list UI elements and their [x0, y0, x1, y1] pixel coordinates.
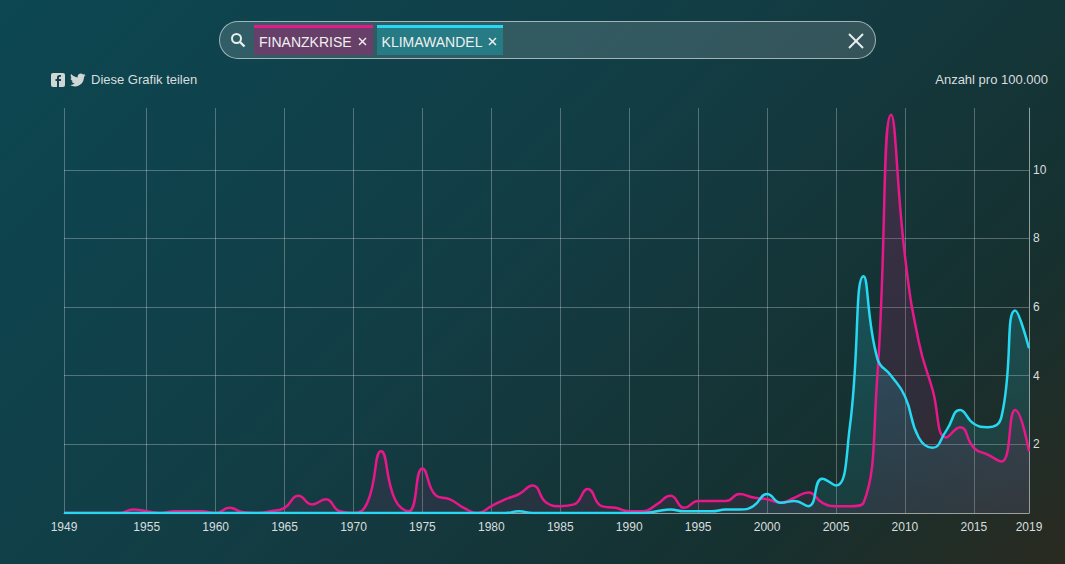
svg-text:10: 10 — [1033, 163, 1047, 177]
svg-text:1985: 1985 — [547, 520, 574, 534]
svg-text:1980: 1980 — [478, 520, 505, 534]
svg-text:2010: 2010 — [892, 520, 919, 534]
svg-text:1970: 1970 — [340, 520, 367, 534]
svg-text:6: 6 — [1033, 300, 1040, 314]
svg-text:8: 8 — [1033, 231, 1040, 245]
svg-text:2015: 2015 — [961, 520, 988, 534]
html-text:Diese Grafik teilen: Diese Grafik teilen — [91, 72, 198, 87]
svg-text:2019: 2019 — [1016, 520, 1043, 534]
svg-text:2005: 2005 — [823, 520, 850, 534]
svg-text:2000: 2000 — [754, 520, 781, 534]
svg-text:1995: 1995 — [685, 520, 712, 534]
svg-text:2: 2 — [1033, 437, 1040, 451]
svg-text:1990: 1990 — [616, 520, 643, 534]
html-text:KLIMAWANDEL: KLIMAWANDEL — [381, 34, 483, 50]
svg-text:1960: 1960 — [202, 520, 229, 534]
html-text:FINANZKRISE: FINANZKRISE — [259, 34, 352, 50]
html-text:Anzahl pro 100.000: Anzahl pro 100.000 — [935, 72, 1048, 87]
svg-text:1975: 1975 — [409, 520, 436, 534]
svg-text:1949: 1949 — [51, 520, 78, 534]
svg-text:1955: 1955 — [133, 520, 160, 534]
svg-text:1965: 1965 — [271, 520, 298, 534]
svg-text:4: 4 — [1033, 369, 1040, 383]
